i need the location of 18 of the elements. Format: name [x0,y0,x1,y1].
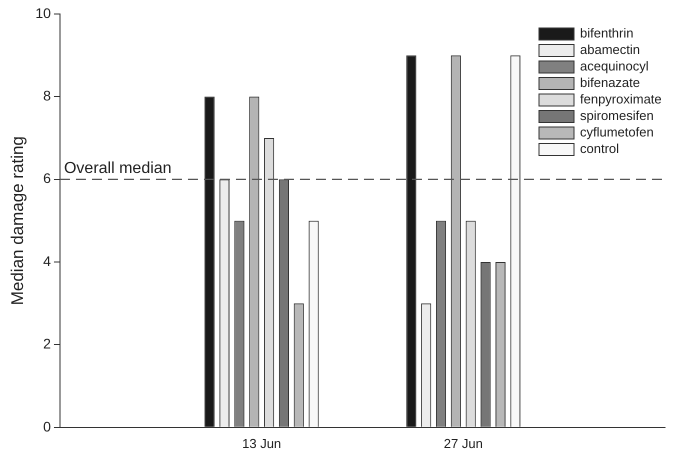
legend-label: spiromesifen [580,108,654,124]
x-tick-label: 13 Jun [242,436,282,451]
x-tick-label: 27 Jun [444,436,483,451]
ref-line-label: Overall median [64,160,172,177]
legend-label: cyflumetofen [580,124,654,140]
legend-label: control [580,141,620,156]
y-tick-label: 10 [35,4,52,21]
legend-label: abamectin [580,42,640,58]
y-tick-label: 6 [43,170,52,186]
y-tick-label: 0 [43,418,52,434]
legend-label: bifenthrin [580,26,634,41]
legend-label: acequinocyl [580,58,649,74]
y-tick-label: 4 [43,252,52,269]
y-tick-label: 2 [43,336,52,352]
legend-label: bifenazate [580,75,640,90]
y-axis-title: Median damage rating [8,136,27,306]
legend-label: fenpyroximate [580,92,662,107]
y-tick-label: 8 [43,88,52,104]
